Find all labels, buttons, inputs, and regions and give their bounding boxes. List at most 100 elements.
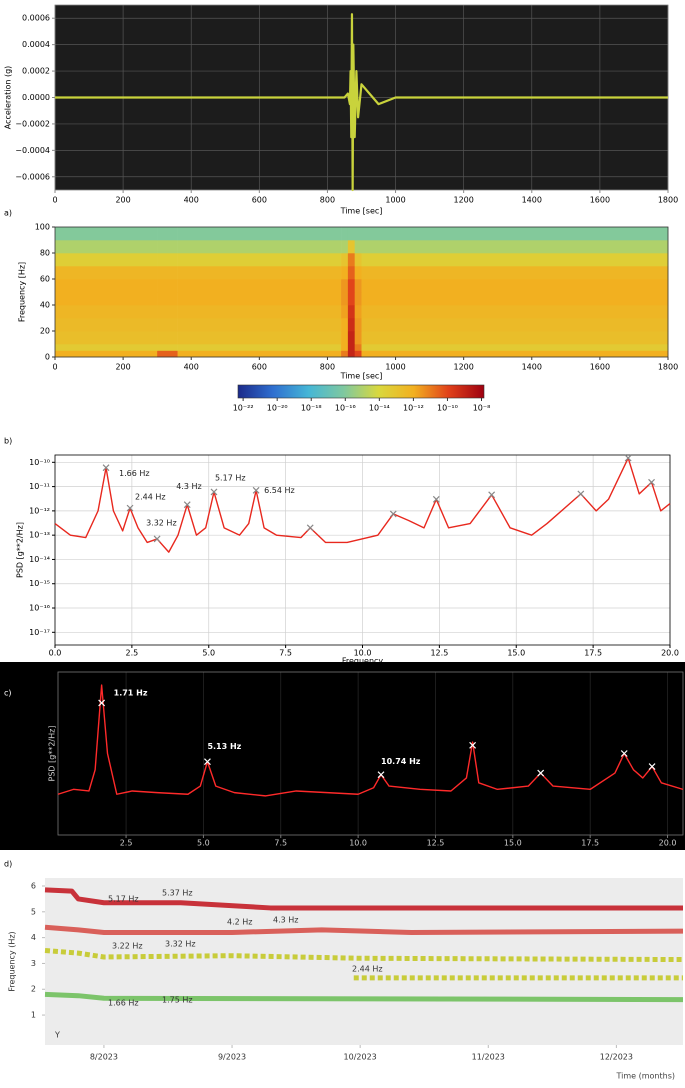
y-tick-label: 80 [40,249,50,258]
x-tick-label: 10.0 [349,839,367,848]
heatmap-cell [354,292,362,306]
heatmap-cell [361,318,669,332]
colorbar-tick-label: 10⁻²² [233,404,254,413]
peak-marker [537,769,545,777]
x-tick-label: 600 [252,196,267,205]
x-axis-label: Frequency [342,657,384,666]
peak-label: 1.71 Hz [114,688,148,697]
heatmap-cell [347,305,355,319]
colorbar-tick-label: 10⁻¹⁴ [369,404,390,413]
y-tick-label: 10⁻¹⁴ [29,555,50,564]
peak-marker [377,771,385,779]
peak-label: 5.17 Hz [215,473,246,482]
y-tick-label: 0.0002 [22,67,50,76]
heatmap-cell [177,240,342,254]
x-tick-label: 1600 [590,363,610,372]
y-tick-label: 40 [40,301,50,310]
data-line [44,948,684,963]
heatmap-cell [157,253,178,267]
heatmap-cell [361,266,669,280]
heatmap-cell [341,344,349,351]
y-axis-label: Frequency (Hz) [8,931,17,991]
peak-label: 1.66 Hz [119,469,150,478]
panel-label: c) [4,689,12,698]
x-tick-label: 1000 [385,196,405,205]
y-tick-label: 1 [31,1011,36,1020]
peak-marker [432,495,440,503]
x-tick-label: 1400 [522,363,542,372]
colorbar [237,384,485,399]
peak-marker [210,488,218,496]
peak-marker [389,510,397,518]
heatmap-cell [354,331,362,345]
peak-marker [252,486,260,494]
heatmap-cell [177,305,342,319]
heatmap-cell [347,344,355,351]
data-line [55,13,668,192]
corner-label: Y [54,1031,60,1040]
heatmap-cell [177,344,342,351]
y-tick-label: 0.0006 [22,14,50,23]
heatmap-cell [361,331,669,345]
heatmap-cell [354,227,362,241]
y-axis-label: Acceleration (g) [4,66,13,130]
heatmap-cell [157,350,178,358]
x-tick-label: 1600 [590,196,610,205]
heatmap-cell [341,305,349,319]
annotation: 4.3 Hz [273,916,298,925]
x-tick-label: 12/2023 [600,1053,633,1062]
heatmap-cell [55,292,158,306]
y-tick-label: 0 [45,353,50,362]
heatmap-cell [361,253,669,267]
data-line [44,991,684,1003]
heatmap-cell [55,253,158,267]
peak-marker [306,524,314,532]
plot-background [58,672,683,835]
x-tick-label: 800 [320,196,335,205]
heatmap-cell [354,253,362,267]
heatmap-cell [361,344,669,351]
annotation: 1.66 Hz [108,999,139,1008]
heatmap-cell [177,227,342,241]
x-tick-label: 7.5 [279,649,292,658]
heatmap-cell [341,253,349,267]
heatmap-cell [354,305,362,319]
y-tick-label: −0.0004 [15,146,50,155]
x-tick-label: 5.0 [197,839,210,848]
x-tick-label: 20.0 [661,649,679,658]
heatmap-cell [55,350,158,358]
x-tick-label: 1200 [453,363,473,372]
heatmap-cell [157,344,178,351]
annotation: 5.37 Hz [162,889,193,898]
peak-marker [648,763,656,770]
x-tick-label: 1800 [658,363,678,372]
heatmap-cell [157,292,178,306]
x-tick-label: 0.0 [49,649,62,658]
peak-marker [153,535,161,543]
colorbar-tick-label: 10⁻⁸ [473,404,491,413]
data-line [44,924,684,935]
x-tick-label: 1200 [453,196,473,205]
annotation: 4.2 Hz [227,918,252,927]
peak-marker [488,491,496,499]
heatmap-cell [177,279,342,293]
heatmap-cell [177,331,342,345]
heatmap-cell [347,279,355,293]
heatmap-cell [347,253,355,267]
x-tick-label: 400 [184,363,199,372]
heatmap-cell [177,266,342,280]
heatmap-cell [347,331,355,345]
heatmap-cell [341,227,349,241]
heatmap-cell [55,227,158,241]
heatmap-cell [354,240,362,254]
y-tick-label: 10⁻¹¹ [29,482,50,491]
heatmap-cell [361,240,669,254]
y-tick-label: 100 [35,223,50,232]
colorbar-tick-label: 10⁻¹⁸ [301,404,322,413]
x-tick-label: 600 [252,363,267,372]
peak-label: 2.44 Hz [135,493,166,502]
x-axis-label: Time [sec] [340,207,383,216]
y-tick-label: 10⁻¹⁵ [29,579,50,588]
heatmap-cell [361,292,669,306]
heatmap-cell [157,227,178,241]
